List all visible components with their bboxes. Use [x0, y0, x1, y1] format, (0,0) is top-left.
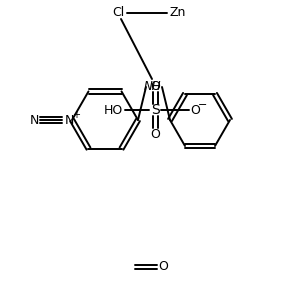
Text: O: O	[158, 260, 168, 274]
Text: O: O	[150, 80, 160, 92]
Text: +: +	[72, 110, 80, 120]
Text: S: S	[151, 103, 159, 117]
Text: HO: HO	[103, 103, 123, 117]
Text: N: N	[29, 113, 39, 127]
Text: −: −	[198, 100, 208, 110]
Text: NH: NH	[144, 80, 162, 92]
Text: O: O	[150, 127, 160, 141]
Text: Zn: Zn	[170, 6, 186, 20]
Text: Cl: Cl	[112, 6, 124, 20]
Text: N: N	[64, 113, 74, 127]
Text: O: O	[190, 103, 200, 117]
